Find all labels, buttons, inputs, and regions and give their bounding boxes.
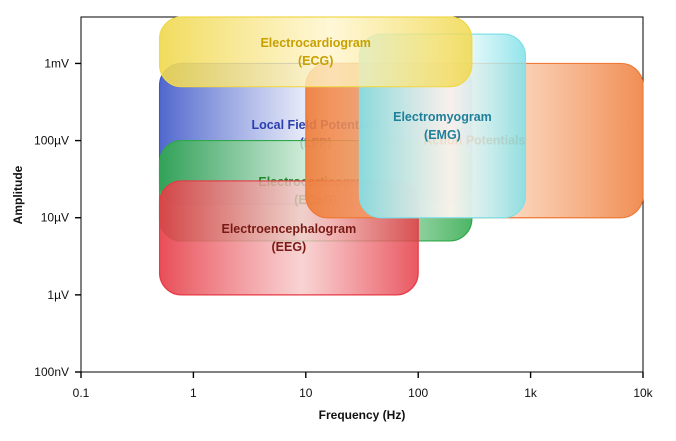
y-axis-title: Amplitude: [11, 165, 25, 224]
y-tick-label: 10µV: [41, 211, 69, 225]
x-tick-label: 1k: [524, 386, 538, 400]
region-electromyogram-label: Electromyogram: [393, 110, 492, 124]
regions-layer: Local Field Potentials(LFP)Electrocortic…: [158, 16, 644, 296]
region-electromyogram-label: (EMG): [424, 128, 461, 142]
x-tick-label: 10: [299, 386, 313, 400]
region-electrocardiogram-label: Electrocardiogram: [260, 36, 370, 50]
region-electrocardiogram-label: (ECG): [298, 54, 333, 68]
x-tick-label: 1: [190, 386, 197, 400]
x-tick-label: 100: [408, 386, 428, 400]
x-tick-label: 10k: [633, 386, 653, 400]
y-tick-label: 1µV: [47, 288, 69, 302]
y-tick-label: 100nV: [34, 365, 69, 379]
x-axis-ticks: 0.1 1 10 100 1k 10k: [73, 372, 654, 400]
region-electrocardiogram: Electrocardiogram (ECG): [158, 16, 473, 88]
y-tick-label: 1mV: [44, 56, 69, 70]
y-tick-label: 100µV: [34, 134, 69, 148]
y-axis-ticks: 100nV 1µV 10µV 100µV 1mV: [34, 56, 81, 379]
x-axis-title: Frequency (Hz): [319, 408, 406, 422]
region-electroencephalogram-label: Electroencephalogram: [221, 222, 356, 236]
region-electrocardiogram-box: [158, 16, 473, 88]
x-tick-label: 0.1: [73, 386, 90, 400]
region-electroencephalogram-label: (EEG): [272, 240, 307, 254]
